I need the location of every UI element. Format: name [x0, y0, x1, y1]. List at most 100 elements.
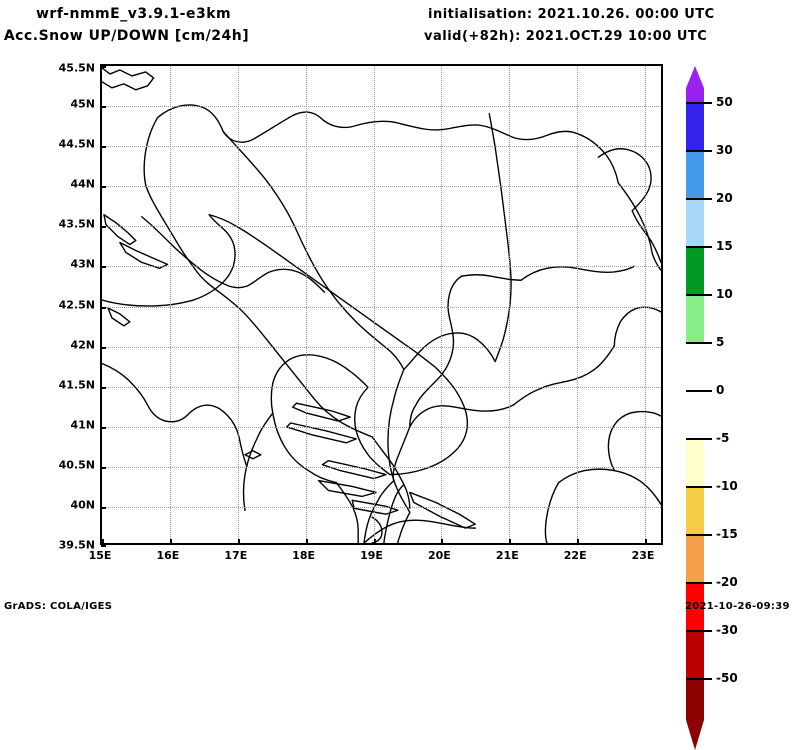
gridline-horizontal [102, 386, 661, 388]
colorbar-segment [686, 88, 704, 102]
colorbar-segment [686, 630, 704, 678]
axis-label-x: 16E [156, 549, 180, 562]
axis-label-y: 39.5N [58, 538, 95, 552]
colorbar-label: 0 [716, 383, 725, 397]
colorbar-label: -15 [716, 527, 738, 541]
axis-label-x: 21E [495, 549, 519, 562]
colorbar-tick [686, 678, 712, 680]
axis-label-x: 23E [631, 549, 655, 562]
axis-label-y: 43.5N [58, 217, 95, 231]
axis-tick-x [577, 539, 580, 544]
gridline-horizontal [102, 466, 661, 468]
colorbar-arrow-top [686, 66, 704, 88]
colorbar-label: 15 [716, 239, 733, 253]
axis-tick-y [101, 226, 106, 229]
gridline-vertical [645, 66, 646, 543]
gridline-horizontal [102, 186, 661, 188]
gridline-horizontal [102, 106, 661, 108]
gridline-horizontal [102, 506, 661, 508]
axis-tick-y [101, 346, 106, 349]
gridline-vertical [577, 66, 579, 543]
axis-tick-y [101, 106, 106, 109]
colorbar-segment [686, 342, 704, 390]
colorbar-segment [686, 678, 704, 720]
axis-tick-y [101, 266, 106, 269]
colorbar-tick [686, 582, 712, 584]
gridline-horizontal [102, 426, 661, 428]
axis-label-y: 44N [70, 177, 95, 191]
axis-tick-x [237, 539, 240, 544]
axis-label-x: 18E [292, 549, 316, 562]
axis-label-y: 45.5N [58, 61, 95, 75]
axis-tick-y [101, 506, 106, 509]
grads-credit: GrADS: COLA/IGES [4, 601, 113, 612]
gridline-horizontal [102, 146, 661, 148]
colorbar-tick [686, 390, 712, 392]
gridline-horizontal [102, 266, 661, 268]
axis-tick-x [305, 539, 308, 544]
axis-label-y: 42.5N [58, 298, 95, 311]
axis-tick-x [509, 539, 512, 544]
colorbar-segment [686, 198, 704, 246]
colorbar-arrow-bottom [686, 720, 704, 750]
axis-tick-x [441, 539, 444, 544]
colorbar-label: 50 [716, 95, 733, 109]
gridline-vertical [237, 66, 239, 543]
map-coastlines [102, 67, 661, 543]
colorbar-label: 20 [716, 191, 733, 205]
axis-label-x: 17E [224, 549, 248, 562]
axis-label-y: 40.5N [58, 458, 95, 472]
axis-tick-x [169, 539, 172, 544]
colorbar-tick [686, 102, 712, 104]
gridline-vertical [373, 66, 375, 543]
colorbar-tick [686, 294, 712, 296]
colorbar-segment [686, 246, 704, 294]
colorbar-segment [686, 390, 704, 438]
valid-time: valid(+82h): 2021.OCT.29 10:00 UTC [424, 29, 708, 44]
axis-tick-y [101, 466, 106, 469]
axis-tick-y [101, 386, 106, 389]
colorbar-segment [686, 534, 704, 582]
colorbar-label: 5 [716, 335, 725, 349]
map-plot-area[interactable] [100, 64, 663, 547]
field-title: n Acc.Snow UP/DOWN [cm/24h] [0, 28, 250, 44]
colorbar-tick [686, 198, 712, 200]
colorbar-legend[interactable]: 50 30 20 15 10 5 0 -5 -10 -15 -20 -30 -5… [686, 66, 738, 750]
colorbar-tick [686, 342, 712, 344]
colorbar-tick [686, 486, 712, 488]
colorbar-tick [686, 630, 712, 632]
gridline-horizontal [102, 306, 661, 308]
colorbar-segment [686, 150, 704, 198]
axis-label-y: 45N [70, 97, 95, 111]
gridline-horizontal [102, 346, 661, 348]
axis-label-y: 40N [70, 498, 95, 512]
axis-tick-x [102, 539, 104, 544]
axis-label-y: 41N [70, 418, 95, 432]
colorbar-label: -50 [716, 671, 738, 685]
colorbar-label: 10 [716, 287, 733, 301]
colorbar-segment [686, 102, 704, 150]
axis-tick-y [101, 426, 106, 429]
gridline-vertical [509, 66, 511, 543]
axis-tick-x [373, 539, 376, 544]
axis-tick-y [101, 186, 106, 189]
generation-timestamp: 2021-10-26-09:39 [685, 601, 790, 612]
colorbar-tick [686, 438, 712, 440]
axis-label-x: 19E [360, 549, 383, 562]
colorbar-tick [686, 246, 712, 248]
colorbar-segment [686, 438, 704, 486]
gridline-vertical [169, 66, 171, 543]
axis-tick-y [101, 545, 106, 547]
colorbar-label: 30 [716, 143, 733, 157]
axis-tick-y [101, 306, 106, 309]
axis-label-x: 22E [563, 549, 587, 562]
axis-label-x: 15E [88, 549, 112, 562]
axis-label-y: 41.5N [58, 378, 95, 392]
axis-label-y: 44.5N [58, 137, 95, 151]
gridline-vertical [305, 66, 307, 543]
initialisation-time: initialisation: 2021.10.26. 00:00 UTC [428, 7, 715, 22]
colorbar-label: -10 [716, 479, 738, 493]
axis-label-y: 42N [70, 338, 95, 352]
axis-label-x: 20E [427, 549, 451, 562]
axis-tick-y [101, 66, 106, 68]
